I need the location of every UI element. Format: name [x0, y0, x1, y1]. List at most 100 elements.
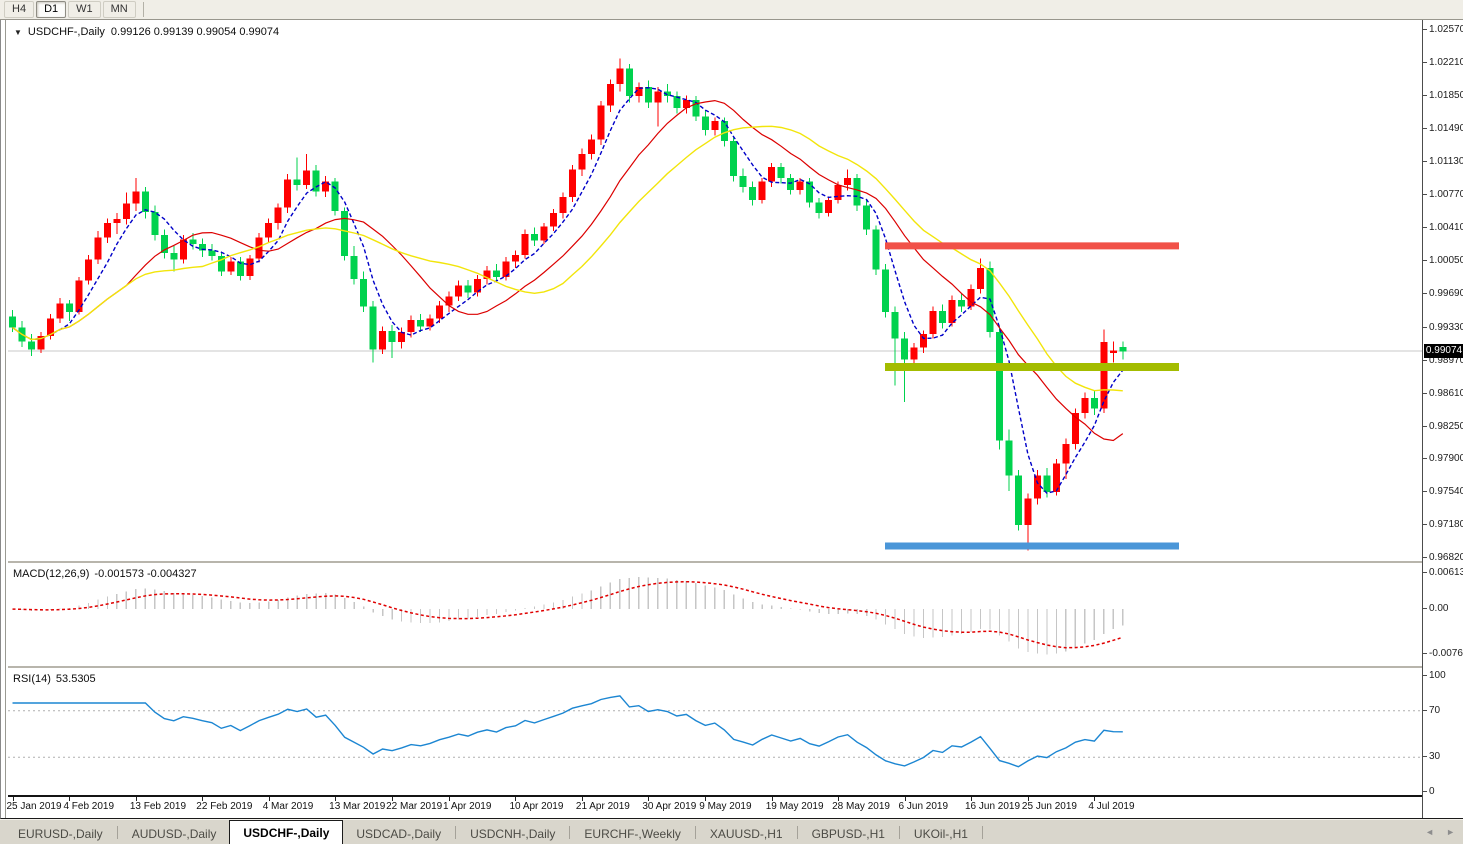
- date-tick: [838, 797, 840, 801]
- macd-axis-label: 0.00: [1429, 603, 1449, 615]
- chart-title: ▼ USDCHF-,Daily 0.99126 0.99139 0.99054 …: [14, 26, 279, 38]
- chart-tab-bar: EURUSD-,Daily AUDUSD-,Daily USDCHF-,Daily U…: [0, 819, 1463, 844]
- tab-scroll-left-button[interactable]: ◄: [1425, 827, 1435, 837]
- tab-scroll-right-button[interactable]: ►: [1446, 827, 1455, 837]
- moving-average-21: [12, 125, 1123, 392]
- date-label: 22 Mar 2019: [386, 801, 443, 812]
- date-tick: [335, 797, 337, 801]
- chart-plot-area[interactable]: ▼ USDCHF-,Daily 0.99126 0.99139 0.99054 …: [6, 20, 1422, 818]
- date-label: 13 Feb 2019: [129, 801, 187, 812]
- chart-tab-usdcad-daily[interactable]: USDCAD-,Daily: [356, 827, 442, 841]
- macd-axis-label: 0.00613: [1429, 567, 1463, 579]
- rsi-canvas[interactable]: [8, 668, 1422, 795]
- price-axis-label: 1.00770: [1429, 189, 1463, 201]
- rsi-axis-label: 100: [1429, 670, 1446, 681]
- timeframe-button-h4[interactable]: H4: [4, 1, 35, 18]
- date-tick: [705, 797, 707, 801]
- timeframe-button-d1[interactable]: D1: [36, 1, 67, 18]
- date-label: 28 May 2019: [832, 801, 890, 812]
- date-tick: [449, 797, 451, 801]
- axis-tick: [1423, 756, 1427, 758]
- chart-tab-gbpusd-h1[interactable]: GBPUSD-,H1: [811, 827, 885, 841]
- price-axis-label: 0.96820: [1429, 551, 1463, 563]
- date-label: 1 Apr 2019: [443, 801, 492, 812]
- chart-tab-ukoil-h1[interactable]: UKOil-,H1: [913, 827, 968, 841]
- date-tick: [69, 797, 71, 801]
- axis-tick: [1423, 29, 1427, 31]
- axis-tick: [1423, 326, 1427, 328]
- rsi-line: [12, 695, 1123, 768]
- date-label: 4 Mar 2019: [262, 801, 314, 812]
- macd-canvas[interactable]: [8, 563, 1422, 666]
- date-tick: [1027, 797, 1029, 801]
- axis-tick: [1423, 392, 1427, 394]
- date-label: 4 Jul 2019: [1088, 801, 1135, 812]
- date-label: 25 Jan 2019: [6, 801, 62, 812]
- axis-tick: [1423, 62, 1427, 64]
- chart-tab-usdcnh-daily[interactable]: USDCNH-,Daily: [470, 827, 556, 841]
- axis-tick: [1423, 161, 1427, 163]
- date-label: 22 Feb 2019: [196, 801, 253, 812]
- chart-tab-xauusd-h1[interactable]: XAUUSD-,H1: [709, 827, 783, 841]
- axis-tick: [1423, 490, 1427, 492]
- axis-tick: [1423, 359, 1427, 361]
- axis-tick: [1423, 194, 1427, 196]
- time-axis[interactable]: 25 Jan 2019 4 Feb 2019 13 Feb 2019 22 Feb 2…: [6, 797, 1422, 818]
- rsi-axis-label: 70: [1429, 704, 1441, 716]
- rsi-axis-label: 30: [1429, 751, 1441, 763]
- axis-tick: [1423, 260, 1427, 262]
- rsi-indicator-label: RSI(14) 53.5305: [13, 673, 96, 685]
- price-axis-label: 1.02570: [1429, 24, 1463, 36]
- axis-tick: [1423, 128, 1427, 130]
- timeframe-toolbar: H4 D1 W1 MN: [0, 0, 1463, 20]
- macd-indicator-label: MACD(12,26,9) -0.001573 -0.004327: [13, 568, 197, 580]
- price-axis-label: 0.97540: [1429, 485, 1463, 497]
- date-tick: [771, 797, 773, 801]
- date-label: 9 May 2019: [699, 801, 752, 812]
- date-label: 6 Jun 2019: [898, 801, 949, 812]
- window-edge: [5, 20, 6, 818]
- chart-tab-usdchf-daily[interactable]: USDCHF-,Daily: [229, 820, 344, 844]
- panel-separator[interactable]: [8, 561, 1422, 563]
- chart-tab-eurchf-weekly[interactable]: EURCHF-,Weekly: [584, 827, 681, 841]
- moving-average-5: [12, 86, 1124, 494]
- tab-divider: [796, 826, 798, 839]
- chart-tab-eurusd-daily[interactable]: EURUSD-,Daily: [18, 827, 103, 841]
- date-label: 10 Apr 2019: [509, 801, 564, 812]
- date-tick: [202, 797, 204, 801]
- tab-divider: [455, 826, 457, 839]
- toolbar-divider: [142, 2, 144, 17]
- collapse-arrow-icon[interactable]: ▼: [14, 27, 22, 37]
- axis-tick: [1423, 425, 1427, 427]
- moving-average-13: [12, 99, 1124, 442]
- date-tick: [12, 797, 14, 801]
- panel-separator[interactable]: [8, 666, 1422, 668]
- panel-separator: [8, 795, 1422, 797]
- date-tick: [1094, 797, 1096, 801]
- date-label: 30 Apr 2019: [642, 801, 697, 812]
- price-axis-label: 0.99330: [1429, 321, 1463, 333]
- axis-tick: [1423, 608, 1427, 610]
- date-tick: [135, 797, 137, 801]
- price-axis[interactable]: 1.02570 1.02210 1.01850 1.01490 1.01130 1.007…: [1422, 20, 1463, 818]
- price-axis-label: 0.98250: [1429, 420, 1463, 432]
- timeframe-button-w1[interactable]: W1: [68, 1, 101, 18]
- current-price-badge: 0.99074: [1424, 344, 1463, 359]
- chart-window: ▼ USDCHF-,Daily 0.99126 0.99139 0.99054 …: [0, 20, 1463, 819]
- price-axis-label: 1.00050: [1429, 255, 1463, 267]
- axis-tick: [1423, 572, 1427, 574]
- date-tick: [268, 797, 270, 801]
- tab-divider: [569, 826, 571, 839]
- chart-tab-audusd-daily[interactable]: AUDUSD-,Daily: [131, 827, 217, 841]
- tab-divider: [898, 826, 900, 839]
- main-chart-canvas[interactable]: [8, 22, 1422, 561]
- macd-signal-line: [12, 580, 1124, 649]
- price-axis-label: 0.98610: [1429, 387, 1463, 399]
- date-label: 13 Mar 2019: [329, 801, 386, 812]
- price-axis-label: 1.01850: [1429, 90, 1463, 102]
- timeframe-button-mn[interactable]: MN: [102, 1, 136, 18]
- date-label: 16 Jun 2019: [964, 801, 1021, 812]
- date-tick: [648, 797, 650, 801]
